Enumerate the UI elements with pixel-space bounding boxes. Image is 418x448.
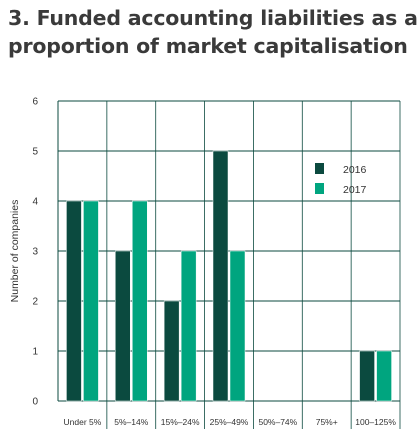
legend-swatch-2016	[315, 163, 324, 174]
x-axis-ticks: Under 5% 5%–14% 15%–24% 25%–49% 50%–74% 75%+ 1…	[64, 417, 397, 427]
bar-2017-3	[229, 250, 246, 402]
gridlines	[57, 100, 401, 429]
y-tick-label: 0	[32, 397, 38, 408]
chart-title: 3. Funded accounting liabilities as a pr…	[8, 4, 418, 60]
legend-label-2016: 2016	[343, 164, 367, 176]
x-tick-label: 5%–14%	[114, 417, 148, 427]
legend-swatch-2017	[315, 183, 324, 194]
y-tick-label: 2	[32, 297, 38, 308]
x-tick-label: 15%–24%	[161, 417, 200, 427]
bar-2016-6	[359, 350, 375, 402]
y-axis-label: Number of companies	[9, 200, 21, 303]
bar-2017-6	[376, 350, 392, 402]
bars	[66, 150, 392, 402]
x-tick-label: 50%–74%	[258, 417, 297, 427]
x-tick-label: 100–125%	[355, 417, 396, 427]
y-tick-label: 5	[32, 147, 38, 158]
y-tick-label: 6	[32, 97, 38, 108]
bar-2017-2	[180, 250, 197, 402]
y-tick-label: 4	[32, 197, 38, 208]
legend-label-2017: 2017	[343, 184, 367, 196]
bar-2016-2	[163, 300, 180, 402]
chart-title-line-2: proportion of market capitalisation	[8, 34, 408, 58]
bar-2017-1	[132, 200, 148, 402]
bar-2017-0	[83, 200, 99, 402]
legend: 2016 2017	[315, 163, 367, 196]
y-tick-label: 1	[32, 347, 38, 358]
bar-2016-0	[66, 200, 82, 402]
bar-2016-1	[115, 250, 131, 402]
chart-title-line-1: 3. Funded accounting liabilities as a	[8, 6, 418, 30]
x-tick-label: 25%–49%	[210, 417, 249, 427]
bar-2016-3	[212, 150, 229, 402]
y-axis-ticks: 0 1 2 3 4 5 6	[32, 97, 38, 408]
y-tick-label: 3	[32, 247, 38, 258]
x-tick-label: Under 5%	[64, 417, 102, 427]
x-tick-label: 75%+	[316, 417, 338, 427]
